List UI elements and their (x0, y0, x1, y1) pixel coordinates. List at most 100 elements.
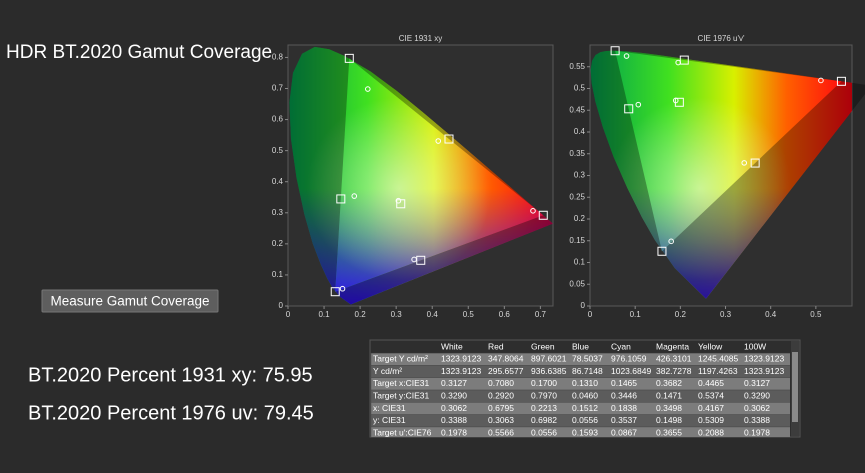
measured-point (675, 59, 681, 66)
table-cell: 0.1593 (572, 427, 598, 437)
table-cell: 0.1978 (744, 427, 770, 437)
table-cell: 0.0556 (572, 415, 598, 425)
target-point (750, 158, 760, 168)
measured-point (435, 138, 442, 144)
table-cell: 0.2213 (531, 403, 557, 413)
y-tick-label: 0.55 (569, 62, 585, 71)
measured-point (818, 77, 824, 84)
y-tick-label: 0.6 (272, 115, 284, 124)
table-cell: 0.0867 (611, 427, 637, 437)
target-point (336, 194, 346, 204)
table-cell: 0.3388 (744, 415, 770, 425)
table-cell: 1197.4263 (698, 366, 738, 376)
measured-point (351, 193, 358, 199)
x-tick-label: 0.6 (499, 310, 511, 319)
table-cell: 295.6577 (488, 366, 524, 376)
scrollbar-thumb[interactable] (792, 352, 798, 422)
measured-point (623, 53, 630, 59)
table-cell: 0.7080 (488, 378, 514, 388)
y-tick-label: 0.7 (272, 84, 284, 93)
column-header: Green (531, 341, 555, 351)
x-tick-label: 0 (286, 310, 291, 319)
measured-point (339, 285, 346, 292)
table-cell: 0.3062 (441, 403, 467, 413)
table-cell: 347.8064 (488, 354, 524, 364)
table-cell: 0.3682 (656, 378, 682, 388)
table-cell: 1323.9123 (744, 366, 784, 376)
column-header: Blue (572, 341, 589, 351)
table-cell: 0.3498 (656, 403, 682, 413)
target-point (610, 46, 620, 56)
y-tick-label: 0.4 (574, 127, 586, 136)
table-cell: 0.1838 (611, 403, 637, 413)
measured-point (395, 197, 402, 204)
button-background[interactable] (41, 289, 219, 313)
table-cell: 1323.9123 (441, 354, 481, 364)
table-cell: 78.5037 (572, 354, 603, 364)
chart-title: CIE 1931 xy (399, 34, 443, 43)
y-tick-label: 0.45 (569, 105, 585, 114)
y-tick-label: 0.15 (569, 236, 585, 245)
table-cell: 0.7970 (531, 390, 557, 400)
table-cell: 976.1059 (611, 354, 647, 364)
table-cell: 0.1471 (656, 390, 682, 400)
x-tick-label: 0.3 (720, 310, 732, 319)
table-cell: 0.1700 (531, 378, 557, 388)
target-point (657, 246, 667, 256)
measured-point (411, 256, 417, 263)
table-cell: 0.5309 (698, 415, 724, 425)
result-1976: BT.2020 Percent 1976 uv: 79.45 (28, 402, 314, 424)
x-tick-label: 0 (588, 310, 593, 319)
column-header: Yellow (698, 341, 723, 351)
table-cell: 0.1978 (441, 427, 467, 437)
table-cell: 936.6385 (531, 366, 567, 376)
table-cell: 0.4167 (698, 403, 724, 413)
table-cell: 0.3290 (441, 390, 467, 400)
x-tick-label: 0.5 (463, 310, 475, 319)
y-tick-label: 0 (581, 301, 586, 310)
table-cell: 0.1310 (572, 378, 598, 388)
x-tick-label: 0.1 (630, 310, 642, 319)
table-cell: 0.3127 (744, 378, 770, 388)
column-header: Red (488, 341, 504, 351)
page-title: HDR BT.2020 Gamut Coverage (6, 42, 272, 63)
y-tick-label: 0.05 (569, 279, 585, 288)
measured-point (672, 97, 679, 104)
table-cell: 0.2920 (488, 390, 514, 400)
column-header: White (441, 341, 463, 351)
table-cell: 1023.6849 (611, 366, 651, 376)
column-header: 100W (744, 341, 766, 351)
table-cell: 0.3537 (611, 415, 637, 425)
y-tick-label: 0.2 (574, 214, 586, 223)
x-tick-label: 0.2 (675, 310, 687, 319)
row-label: Target u':CIE76 (373, 427, 432, 437)
chart-title: CIE 1976 u'v' (697, 34, 745, 43)
y-tick-label: 0 (279, 301, 284, 310)
table-cell: 0.4465 (698, 378, 724, 388)
result-1931: BT.2020 Percent 1931 xy: 75.95 (28, 364, 313, 386)
table-cell: 1323.9123 (744, 354, 784, 364)
table-cell: 0.3290 (744, 390, 770, 400)
target-point (836, 76, 846, 86)
target-point (330, 287, 340, 297)
y-tick-label: 0.3 (574, 171, 586, 180)
measure-button[interactable]: Measure Gamut Coverage (41, 289, 219, 313)
table-cell: 0.3063 (488, 415, 514, 425)
target-point (444, 134, 454, 144)
row-label: x: CIE31 (373, 403, 406, 413)
y-tick-label: 0.1 (272, 270, 284, 279)
table-cell: 0.0556 (531, 427, 557, 437)
y-tick-label: 0.5 (574, 84, 586, 93)
y-tick-label: 0.1 (574, 258, 586, 267)
table-cell: 426.3101 (656, 354, 692, 364)
x-tick-label: 0.4 (427, 310, 439, 319)
x-tick-label: 0.5 (810, 310, 822, 319)
y-tick-label: 0.5 (272, 146, 284, 155)
column-header: Magenta (656, 341, 689, 351)
y-tick-label: 0.8 (272, 53, 284, 62)
button-label[interactable]: Measure Gamut Coverage (50, 294, 209, 309)
target-point (679, 55, 689, 65)
table-cell: 0.3446 (611, 390, 637, 400)
